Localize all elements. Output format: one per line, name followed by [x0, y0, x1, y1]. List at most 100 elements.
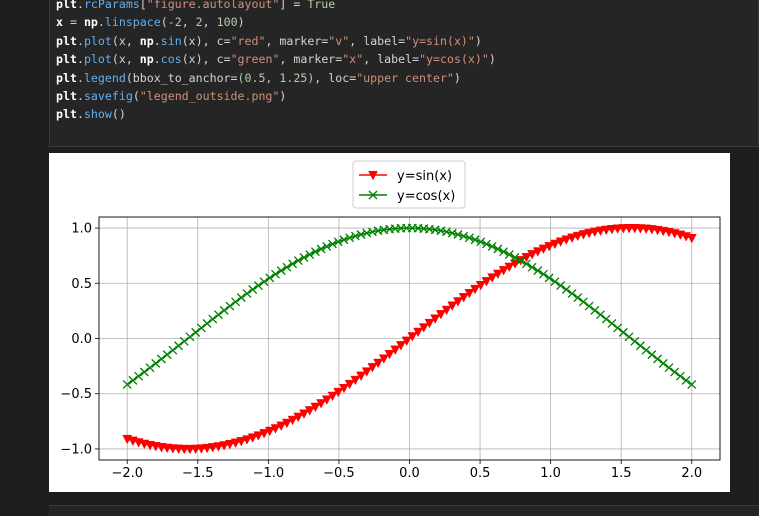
code-line[interactable]: plt.show() [56, 105, 496, 123]
code-token: . [76, 107, 84, 122]
cos-marker [618, 327, 628, 337]
code-cell[interactable]: plt.rcParams["figure.autolayout"] = True… [49, 0, 759, 147]
code-token: . [97, 15, 105, 30]
sin-marker [686, 234, 697, 244]
sin-marker [504, 262, 515, 273]
cos-marker [516, 256, 526, 266]
x-tick-label: 2.0 [681, 466, 702, 481]
code-line[interactable]: x = np.linspace(-2, 2, 100) [56, 13, 496, 31]
cos-marker [561, 285, 571, 294]
sin-marker [321, 395, 332, 405]
cos-marker [567, 289, 577, 298]
code-token: 100 [216, 15, 238, 30]
cos-marker [282, 262, 292, 272]
code-token: = [62, 15, 84, 30]
code-token: -2 [167, 15, 182, 30]
code-token: "upper center" [356, 70, 454, 85]
code-token: "figure.autolayout" [146, 0, 280, 11]
cos-marker [248, 285, 258, 294]
sin-marker [373, 358, 384, 369]
cos-marker [539, 269, 548, 279]
code-editor[interactable]: plt.rcParams["figure.autolayout"] = True… [56, 0, 496, 124]
output-area: −2.0 −1.5 −1.0 −0.5 0.0 0.5 1.0 1.5 2.0 1.0 0.5 0.0… [49, 153, 730, 492]
cos-marker [145, 363, 155, 373]
sin-marker [544, 242, 555, 252]
code-token: ) [237, 15, 245, 30]
sin-marker [367, 363, 378, 373]
code-token: , marker= [279, 52, 343, 67]
code-token: "y=sin(x)" [405, 33, 475, 48]
sin-marker [281, 418, 292, 429]
sin-marker [213, 442, 224, 452]
sin-marker [356, 371, 366, 382]
sin-marker [247, 433, 258, 443]
next-code-cell[interactable] [49, 505, 759, 516]
sin-marker [350, 375, 361, 386]
sin-marker [567, 233, 577, 243]
sin-marker [458, 293, 469, 303]
y-tick-label: 0.5 [71, 277, 92, 292]
code-line[interactable]: plt.savefig("legend_outside.png") [56, 87, 496, 105]
code-token: . [76, 52, 84, 67]
code-line[interactable]: plt.legend(bbox_to_anchor=(0.5, 1.25), l… [56, 69, 496, 87]
sin-marker [259, 429, 269, 439]
sin-marker [424, 318, 435, 329]
code-token: (x), c= [181, 52, 231, 67]
code-token: linspace [104, 15, 161, 30]
cos-marker [493, 244, 503, 254]
code-token: , label= [363, 52, 420, 67]
sin-marker [236, 437, 247, 447]
code-line[interactable]: plt.plot(x, np.sin(x), c="red", marker="… [56, 32, 496, 50]
cos-marker [453, 230, 463, 239]
x-tick-label: 0.0 [399, 466, 420, 481]
code-token: [ [139, 0, 147, 11]
sin-marker [453, 297, 463, 307]
cos-marker [596, 310, 605, 320]
sin-marker [447, 301, 458, 311]
sin-marker [242, 435, 252, 445]
cos-marker [482, 239, 491, 249]
cos-marker [350, 231, 360, 241]
legend-marker-cos [368, 190, 378, 200]
code-token: plt [56, 70, 77, 85]
sin-marker [572, 231, 583, 242]
sin-marker [475, 281, 486, 291]
code-token: "legend_outside.png" [139, 88, 280, 103]
code-token: . [76, 70, 84, 85]
cos-marker [556, 281, 566, 290]
cos-marker [299, 253, 309, 262]
sin-marker [196, 444, 207, 454]
cos-marker [641, 345, 651, 355]
code-token: ) [453, 70, 461, 85]
sin-marker [595, 226, 606, 236]
code-token: x [56, 15, 63, 30]
cos-marker [196, 323, 206, 333]
sin-marker [487, 273, 498, 283]
cos-marker [613, 323, 623, 333]
cos-marker [573, 293, 583, 303]
code-token: sin [160, 33, 182, 48]
cos-marker [687, 380, 697, 389]
code-token: ) [488, 52, 496, 67]
x-tick-label: −2.0 [111, 466, 143, 481]
cos-marker [487, 242, 497, 251]
cos-marker [168, 345, 178, 355]
code-line[interactable]: plt.plot(x, np.cos(x), c="green", marker… [56, 50, 496, 68]
sin-marker [339, 383, 349, 394]
x-tick-label: −1.0 [253, 466, 285, 481]
cos-marker [670, 367, 680, 377]
sin-marker [607, 225, 617, 235]
cos-marker [162, 350, 172, 360]
sin-marker [498, 266, 509, 276]
code-token: () [111, 107, 126, 122]
sin-marker [378, 354, 389, 364]
sin-marker [287, 415, 298, 426]
code-token: legend [83, 70, 126, 85]
sin-marker [589, 227, 600, 238]
code-token: (x, [111, 33, 140, 48]
sin-marker [418, 323, 429, 333]
cos-marker [658, 358, 668, 368]
cos-marker [681, 375, 691, 385]
code-line[interactable]: plt.rcParams["figure.autolayout"] = True [56, 0, 496, 13]
sin-marker [230, 438, 241, 449]
